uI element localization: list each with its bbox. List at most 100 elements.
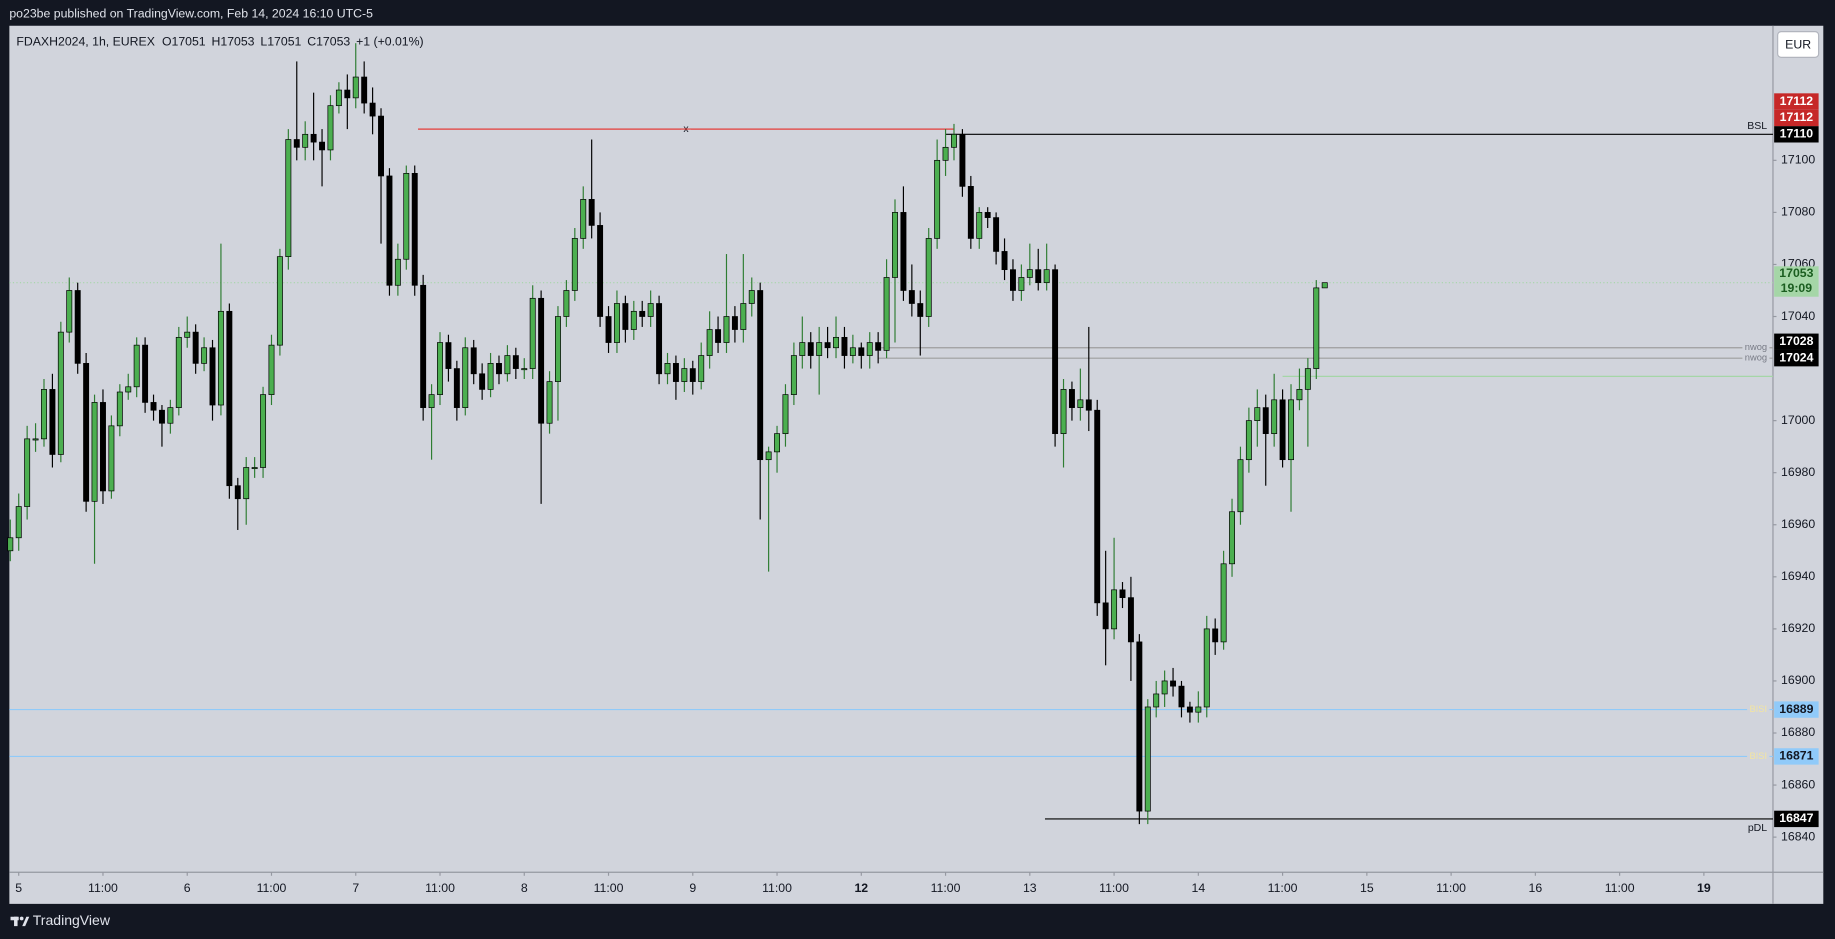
candle-body (150, 402, 157, 411)
candle-body (833, 336, 839, 349)
price-tag (1774, 748, 1819, 765)
candle-body (731, 316, 738, 330)
candle-body (369, 102, 376, 117)
candle-body (209, 347, 216, 406)
candle-body (310, 133, 317, 143)
candle-body (335, 89, 342, 107)
ohlc-legend: H17053 (212, 34, 255, 48)
price-tag-label: 16871 (1779, 749, 1813, 763)
ohlc-legend: L17051 (260, 34, 301, 48)
x-tick-label: 11:00 (425, 881, 455, 895)
candle-body (984, 212, 991, 218)
candle-body (959, 133, 966, 187)
candle-body (1271, 399, 1278, 435)
price-tag (1774, 126, 1819, 143)
candle-body (116, 391, 123, 427)
candle-body (774, 433, 781, 453)
candle-body (740, 303, 747, 330)
ohlc-legend: C17053 (307, 34, 350, 48)
candle-body (15, 506, 22, 539)
candle-body (327, 105, 334, 151)
candle-body (1094, 409, 1101, 604)
candle-body (512, 355, 519, 369)
level-label: nwog (1745, 353, 1767, 363)
candle-body (285, 139, 292, 257)
candle-body (883, 277, 890, 351)
x-tick-label: 6 (184, 881, 191, 895)
candle-body (142, 344, 149, 403)
candle-body (184, 331, 191, 338)
candle-body (234, 485, 241, 500)
candle-body (588, 199, 595, 226)
candle-body (74, 290, 81, 364)
candle-body (639, 310, 646, 317)
candle-body (201, 347, 208, 364)
price-tag-label: 19:09 (1781, 281, 1813, 295)
candle-body (1043, 269, 1050, 284)
chart-panel (9, 25, 1824, 904)
price-tag (1774, 701, 1819, 718)
x-tick-label: 19 (1697, 881, 1711, 895)
candle-body (437, 342, 443, 395)
logo-part (14, 916, 18, 927)
candle-body (849, 347, 856, 356)
level-label-bg (1747, 703, 1770, 716)
x-tick-label: 11:00 (594, 881, 624, 895)
candle-body (1153, 693, 1160, 708)
y-tick-label: 16960 (1781, 517, 1815, 531)
candle-body (1111, 589, 1118, 630)
candle-body (1321, 282, 1328, 289)
level-label-bg (1747, 750, 1770, 763)
currency-label[interactable]: EUR (1785, 37, 1811, 51)
candle-body (1279, 399, 1286, 461)
candle-body (293, 139, 300, 148)
candle-body (344, 89, 351, 99)
candle-body (1161, 680, 1168, 695)
candle-body (276, 256, 283, 346)
candle-body (672, 363, 679, 382)
candle-body (1077, 399, 1084, 408)
candle-body (479, 373, 486, 390)
candle-body (428, 394, 435, 408)
candle-body (689, 368, 696, 382)
candle-body (799, 342, 806, 356)
candle-body (175, 336, 182, 408)
y-tick-label: 16840 (1781, 829, 1815, 843)
candle-body (521, 368, 528, 371)
candle-body (917, 303, 924, 317)
currency-button[interactable] (1777, 31, 1820, 58)
candle-body (83, 363, 90, 502)
candle-body (411, 172, 418, 286)
candle-body (1178, 685, 1185, 708)
candle-body (453, 368, 460, 408)
candle-body (1136, 641, 1143, 812)
x-tick-label: 7 (352, 881, 359, 895)
candle-body (1195, 706, 1202, 713)
level-label: BISI (1749, 704, 1767, 714)
candle-body (1220, 563, 1227, 643)
y-tick-label: 17080 (1781, 205, 1815, 219)
candle-body (555, 316, 561, 382)
candle-body (841, 336, 848, 356)
candle-body (1035, 269, 1042, 284)
candle-body (993, 217, 1000, 252)
price-tag-label: 17024 (1779, 350, 1813, 364)
y-tick-label: 16860 (1781, 777, 1815, 791)
candle-body (622, 303, 629, 330)
candle-body (420, 284, 427, 408)
price-tag (1774, 93, 1819, 110)
candle-body (378, 115, 384, 177)
candle-body (1068, 389, 1075, 408)
candle-body (100, 402, 106, 492)
candle-body (1203, 628, 1210, 708)
candle-body (504, 355, 511, 375)
x-tick-label: 11:00 (762, 881, 792, 895)
candle-body (613, 303, 620, 343)
candle-body (605, 316, 612, 343)
candle-body (1026, 269, 1033, 278)
candle-body (445, 342, 452, 369)
candle-body (243, 467, 250, 500)
candle-body (361, 76, 368, 104)
candle-body (167, 407, 174, 424)
candle-body (1102, 602, 1109, 630)
